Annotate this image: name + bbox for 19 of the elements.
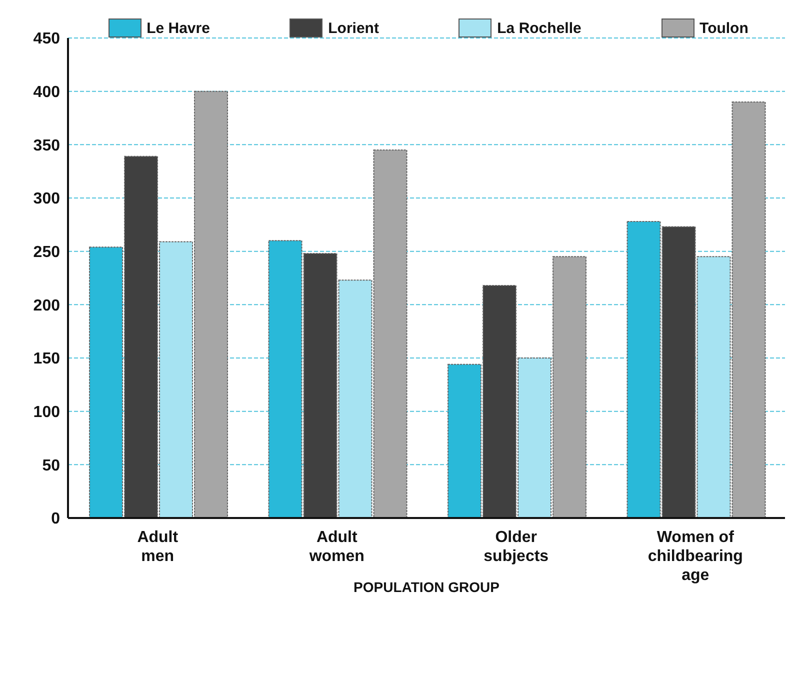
y-tick-label: 150 [33, 350, 60, 368]
y-tick-label: 400 [33, 84, 60, 102]
x-tick-label: Older subjects [484, 529, 549, 565]
legend-label: La Rochelle [497, 20, 582, 36]
x-tick-label: Adult women [308, 529, 364, 565]
y-tick-label: 0 [51, 510, 60, 528]
y-tick-label: 250 [33, 244, 60, 262]
y-tick-label: 450 [33, 30, 60, 48]
x-tick-label: Women of childbearing age [648, 529, 743, 584]
y-tick-label: 350 [33, 137, 60, 154]
y-tick-label: 50 [42, 457, 60, 474]
legend-label: Le Havre [146, 20, 210, 36]
x-tick-label: Adult men [137, 529, 179, 565]
x-axis-title: POPULATION GROUP [354, 579, 500, 595]
y-tick-label: 300 [33, 190, 60, 208]
legend-label: Lorient [328, 20, 379, 36]
y-tick-label: 200 [33, 297, 60, 314]
legend-label: Toulon [700, 20, 748, 36]
y-tick-label: 100 [33, 404, 60, 422]
